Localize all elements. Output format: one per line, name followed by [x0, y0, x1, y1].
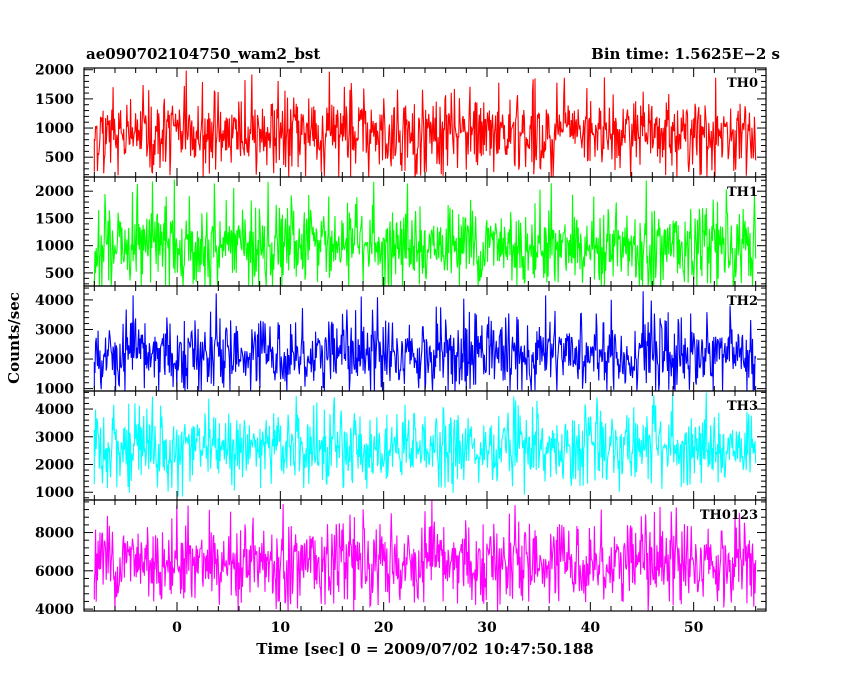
y-tick-label-th0123: 4000	[35, 602, 74, 618]
series-th0123	[93, 499, 757, 612]
series-th0	[93, 70, 757, 178]
y-tick-label-th1: 1000	[35, 239, 74, 255]
x-axis-title: Time [sec] 0 = 2009/07/02 10:47:50.188	[256, 640, 593, 658]
y-tick-label-th0: 1000	[35, 121, 74, 137]
y-tick-label-th1: 2000	[35, 184, 74, 200]
bin-time-label: Bin time: 1.5625E−2 s	[591, 45, 780, 63]
y-tick-label-th1: 1500	[35, 211, 74, 227]
x-tick-label: 10	[271, 620, 291, 636]
y-tick-label-th3: 2000	[35, 457, 74, 473]
y-tick-label-th3: 4000	[35, 402, 74, 418]
panel-label-th3: TH3	[727, 399, 758, 414]
y-tick-label-th0123: 6000	[35, 564, 74, 580]
y-tick-label-th3: 3000	[35, 430, 74, 446]
series-th1	[93, 179, 757, 287]
y-tick-label-th2: 3000	[35, 322, 74, 338]
panel-label-th0123: TH0123	[700, 508, 758, 523]
panel-th3: 1000 2000 3000 4000 TH3	[35, 390, 767, 501]
chart-title: ae090702104750_wam2_bst	[86, 45, 320, 63]
y-tick-label-th2: 4000	[35, 293, 74, 309]
y-tick-label-th0123: 8000	[35, 526, 74, 542]
x-tick-label: 40	[581, 620, 601, 636]
y-tick-label-th0: 1500	[35, 92, 74, 108]
y-tick-label-th0: 2000	[35, 63, 74, 79]
y-tick-label-th3: 1000	[35, 485, 74, 501]
x-tick-label: 30	[477, 620, 497, 636]
y-tick-label-th2: 2000	[35, 352, 74, 368]
panel-th2: 1000 2000 3000 4000 TH2	[35, 285, 767, 398]
panel-label-th0: TH0	[727, 76, 758, 91]
y-axis-title: Counts/sec	[5, 292, 23, 384]
panel-label-th1: TH1	[727, 185, 758, 200]
panel-th0: 500 1000 1500 2000 TH0	[35, 63, 767, 178]
panel-label-th2: TH2	[727, 294, 758, 309]
y-tick-label-th1: 500	[45, 266, 74, 282]
y-tick-label-th0: 500	[45, 150, 74, 166]
x-tick-label: 20	[374, 620, 394, 636]
panel-th1: 500 1000 1500 2000 TH1	[35, 176, 767, 287]
x-tick-label: 50	[684, 620, 704, 636]
y-tick-label-th2: 1000	[35, 382, 74, 398]
series-th3	[93, 392, 757, 497]
x-tick-label: 0	[172, 620, 182, 636]
series-th2	[93, 291, 757, 392]
panel-th0123: 4000 6000 8000 TH0123	[35, 499, 767, 618]
